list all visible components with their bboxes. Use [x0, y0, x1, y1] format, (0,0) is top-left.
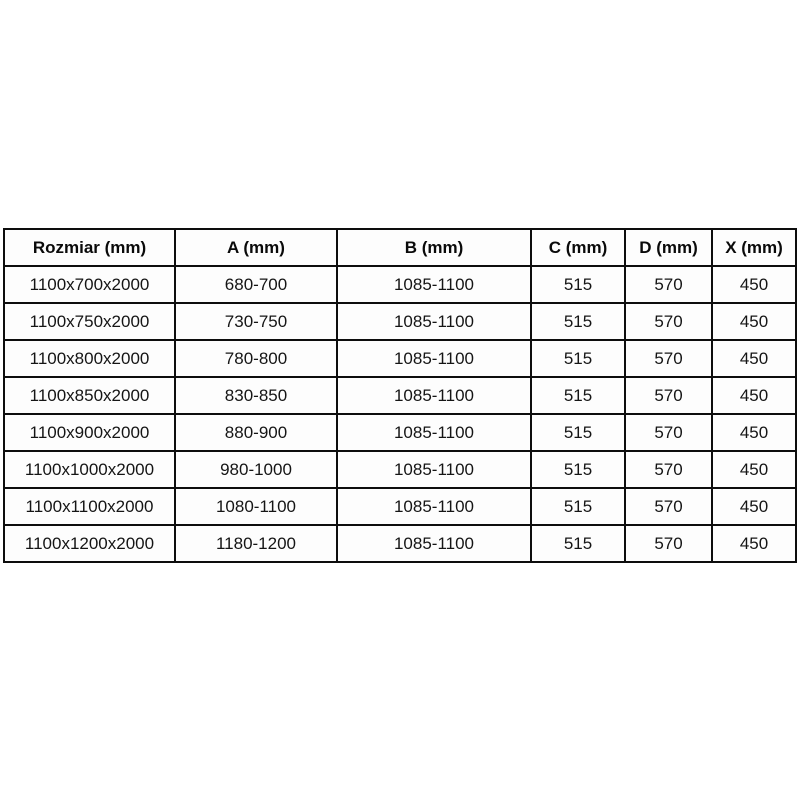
table-row: 1100x1100x2000 1080-1100 1085-1100 515 570 45…	[3, 487, 797, 526]
table-row: 1100x700x2000 680-700 1085-1100 515 570 450	[3, 265, 797, 304]
table-cell-a: 1180-1200	[174, 524, 338, 563]
table-row: 1100x850x2000 830-850 1085-1100 515 570 450	[3, 376, 797, 415]
table-cell-b: 1085-1100	[336, 302, 532, 341]
table-cell-a: 780-800	[174, 339, 338, 378]
table-row: 1100x750x2000 730-750 1085-1100 515 570 450	[3, 302, 797, 341]
table-cell-a: 980-1000	[174, 450, 338, 489]
table-cell-rozmiar: 1100x1000x2000	[3, 450, 176, 489]
header-cell-c: C (mm)	[530, 228, 626, 267]
table-cell-b: 1085-1100	[336, 413, 532, 452]
table-cell-b: 1085-1100	[336, 339, 532, 378]
table-row: 1100x1000x2000 980-1000 1085-1100 515 570 450	[3, 450, 797, 489]
table-cell-c: 515	[530, 413, 626, 452]
table-cell-rozmiar: 1100x900x2000	[3, 413, 176, 452]
table-row: 1100x1200x2000 1180-1200 1085-1100 515 570 45…	[3, 524, 797, 563]
table-cell-x: 450	[711, 376, 797, 415]
table-cell-d: 570	[624, 450, 713, 489]
table-cell-c: 515	[530, 302, 626, 341]
size-spec-table: Rozmiar (mm) A (mm) B (mm) C (mm) D (mm) X (m…	[3, 228, 797, 563]
table-cell-rozmiar: 1100x800x2000	[3, 339, 176, 378]
table-cell-b: 1085-1100	[336, 265, 532, 304]
size-spec-table-container: Rozmiar (mm) A (mm) B (mm) C (mm) D (mm) X (m…	[3, 228, 797, 563]
table-cell-x: 450	[711, 487, 797, 526]
table-cell-x: 450	[711, 339, 797, 378]
table-cell-a: 880-900	[174, 413, 338, 452]
table-cell-x: 450	[711, 413, 797, 452]
table-cell-a: 1080-1100	[174, 487, 338, 526]
table-header-row: Rozmiar (mm) A (mm) B (mm) C (mm) D (mm) X (m…	[3, 228, 797, 267]
table-body: 1100x700x2000 680-700 1085-1100 515 570 450 11…	[3, 265, 797, 563]
table-cell-d: 570	[624, 413, 713, 452]
table-cell-c: 515	[530, 450, 626, 489]
table-row: 1100x800x2000 780-800 1085-1100 515 570 450	[3, 339, 797, 378]
header-cell-x: X (mm)	[711, 228, 797, 267]
table-cell-rozmiar: 1100x1200x2000	[3, 524, 176, 563]
table-cell-b: 1085-1100	[336, 450, 532, 489]
table-cell-d: 570	[624, 302, 713, 341]
header-cell-d: D (mm)	[624, 228, 713, 267]
table-cell-rozmiar: 1100x850x2000	[3, 376, 176, 415]
table-cell-rozmiar: 1100x1100x2000	[3, 487, 176, 526]
header-cell-rozmiar: Rozmiar (mm)	[3, 228, 176, 267]
table-cell-d: 570	[624, 376, 713, 415]
table-cell-a: 680-700	[174, 265, 338, 304]
table-cell-x: 450	[711, 302, 797, 341]
table-cell-c: 515	[530, 524, 626, 563]
table-cell-d: 570	[624, 339, 713, 378]
table-cell-x: 450	[711, 450, 797, 489]
table-cell-a: 730-750	[174, 302, 338, 341]
table-cell-a: 830-850	[174, 376, 338, 415]
header-cell-b: B (mm)	[336, 228, 532, 267]
table-cell-b: 1085-1100	[336, 376, 532, 415]
table-cell-c: 515	[530, 376, 626, 415]
table-cell-d: 570	[624, 524, 713, 563]
table-cell-d: 570	[624, 265, 713, 304]
header-cell-a: A (mm)	[174, 228, 338, 267]
table-cell-x: 450	[711, 524, 797, 563]
table-row: 1100x900x2000 880-900 1085-1100 515 570 450	[3, 413, 797, 452]
table-cell-b: 1085-1100	[336, 524, 532, 563]
table-cell-c: 515	[530, 487, 626, 526]
table-cell-b: 1085-1100	[336, 487, 532, 526]
table-cell-c: 515	[530, 339, 626, 378]
table-cell-x: 450	[711, 265, 797, 304]
table-cell-d: 570	[624, 487, 713, 526]
table-cell-c: 515	[530, 265, 626, 304]
table-cell-rozmiar: 1100x750x2000	[3, 302, 176, 341]
table-cell-rozmiar: 1100x700x2000	[3, 265, 176, 304]
